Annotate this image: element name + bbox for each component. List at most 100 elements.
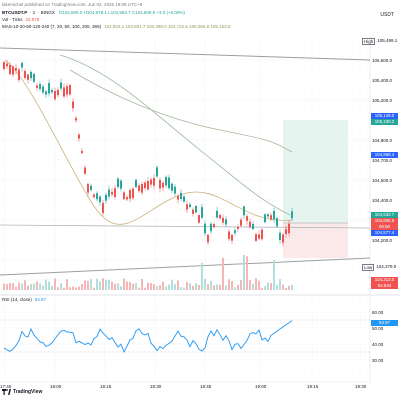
price-tick-label: 104,400.0	[372, 198, 393, 203]
candle-body	[291, 211, 293, 219]
candle-body	[171, 183, 173, 191]
volume-bar	[279, 279, 281, 290]
rsi-line	[3, 320, 293, 353]
volume-bar	[69, 287, 71, 290]
time-tick-label: 19:30	[355, 384, 367, 389]
volume-bar	[192, 285, 194, 290]
volume-bar	[201, 262, 203, 290]
price-tag-4: 104,633.7	[371, 212, 398, 218]
volume-bar	[48, 281, 50, 290]
price-tick-label: 104,500.0	[372, 178, 393, 183]
volume-bar	[156, 285, 158, 290]
candle-body	[75, 118, 77, 121]
rsi-value: 53.97	[34, 297, 47, 302]
volume-bar	[150, 283, 152, 290]
candle-body	[288, 223, 290, 234]
rsi-tick-label: 30.00	[372, 358, 384, 363]
volume-bar	[219, 284, 221, 290]
candle-body	[120, 180, 122, 189]
volume-bar	[126, 281, 128, 290]
volume-bar	[213, 285, 215, 290]
volume-bar	[21, 283, 23, 290]
candle-body	[18, 69, 20, 81]
volume-bar	[93, 287, 95, 290]
price-chart[interactable]: 105,600.0105,400.0105,200.0105,000.0104,…	[0, 36, 400, 396]
candle-body	[237, 226, 239, 229]
volume-bar	[15, 286, 17, 290]
candle-body	[222, 217, 224, 223]
chart-legend: lakemichel published on TradingView.com,…	[0, 0, 400, 36]
candle-body	[252, 223, 254, 230]
candle-body	[114, 188, 116, 197]
volume-bar	[261, 287, 263, 290]
candle-body	[246, 216, 248, 221]
volume-bar	[177, 280, 179, 290]
volume-bar	[96, 278, 98, 290]
volume-bar	[183, 287, 185, 290]
volume-bar	[24, 280, 26, 290]
volume-bar	[171, 279, 173, 290]
volume-bar	[258, 280, 260, 290]
exchange: BINGX	[40, 10, 55, 15]
take-profit-zone	[283, 120, 348, 223]
time-tick-label: 17:45	[0, 384, 12, 389]
volume-bar	[246, 256, 248, 290]
volume-bars	[3, 255, 293, 290]
candle-body	[111, 191, 113, 195]
candle-body	[66, 86, 68, 95]
volume-bar	[234, 287, 236, 290]
volume-bar	[42, 285, 44, 290]
candle-body	[258, 234, 260, 239]
volume-bar	[9, 283, 11, 290]
time-tick-label: 19:00	[255, 384, 267, 389]
volume-bar	[159, 285, 161, 290]
tradingview-logo[interactable]: TradingView	[2, 389, 42, 395]
interval[interactable]: 1	[32, 10, 36, 15]
volume-bar	[144, 287, 146, 290]
candle-body	[30, 71, 32, 79]
volume-bar	[105, 280, 107, 290]
candle-body	[255, 234, 257, 241]
volume-bar	[111, 281, 113, 290]
volume-bar	[102, 278, 104, 290]
volume-bar	[243, 255, 245, 290]
rsi-tick-label: 60.00	[372, 310, 384, 315]
publisher-line: lakemichel published on TradingView.com,…	[2, 2, 143, 7]
volume-bar	[18, 282, 20, 290]
time-axis: 17:45 18:00 18:15 18:30 18:45 19:00 19:15 19:30	[0, 384, 367, 389]
price-tick-label: 104,800.0	[372, 138, 393, 143]
volume-bar	[174, 284, 176, 290]
candle-body	[9, 65, 11, 75]
volume-bar	[129, 282, 131, 290]
volume-bar	[249, 280, 251, 290]
candle-body	[45, 91, 47, 95]
symbol-name[interactable]: BTCUSDT.P	[2, 10, 28, 15]
volume-bar	[216, 284, 218, 290]
volume-bar	[276, 284, 278, 290]
volume-bar	[6, 283, 8, 290]
low-marker: Low 104,379.0	[362, 264, 396, 271]
price-tick-label: 105,400.0	[372, 78, 393, 83]
candle-body	[126, 197, 128, 200]
price-tick-label: 104,200.0	[372, 238, 393, 243]
rsi-axis: 60.00 50.00 40.00 30.00	[372, 310, 384, 363]
candle-body	[78, 134, 80, 139]
rsi-legend[interactable]: RSI (14, close) 53.97	[2, 297, 46, 302]
price-tag-7: 104,577.4	[371, 230, 398, 236]
candle-body	[3, 62, 5, 70]
candle-body	[213, 224, 215, 228]
candle-body	[264, 214, 266, 223]
volume-bar	[27, 285, 29, 290]
volume-bar	[207, 284, 209, 290]
volume-bar	[165, 286, 167, 290]
volume-tag: 93.834	[371, 283, 398, 289]
currency-label[interactable]: USDT	[380, 12, 394, 18]
volume-bar	[141, 278, 143, 290]
volume-legend[interactable]: Vol · Ticks 33.578	[2, 17, 39, 22]
volume-bar	[189, 283, 191, 290]
candle-body	[87, 184, 89, 193]
rsi-tick-label: 40.00	[372, 342, 384, 347]
candle-body	[207, 234, 209, 243]
volume-bar	[81, 283, 83, 290]
ma-legend[interactable]: MAS-10-20-60-120-240 (7, 20, 50, 100, 20…	[2, 24, 230, 29]
